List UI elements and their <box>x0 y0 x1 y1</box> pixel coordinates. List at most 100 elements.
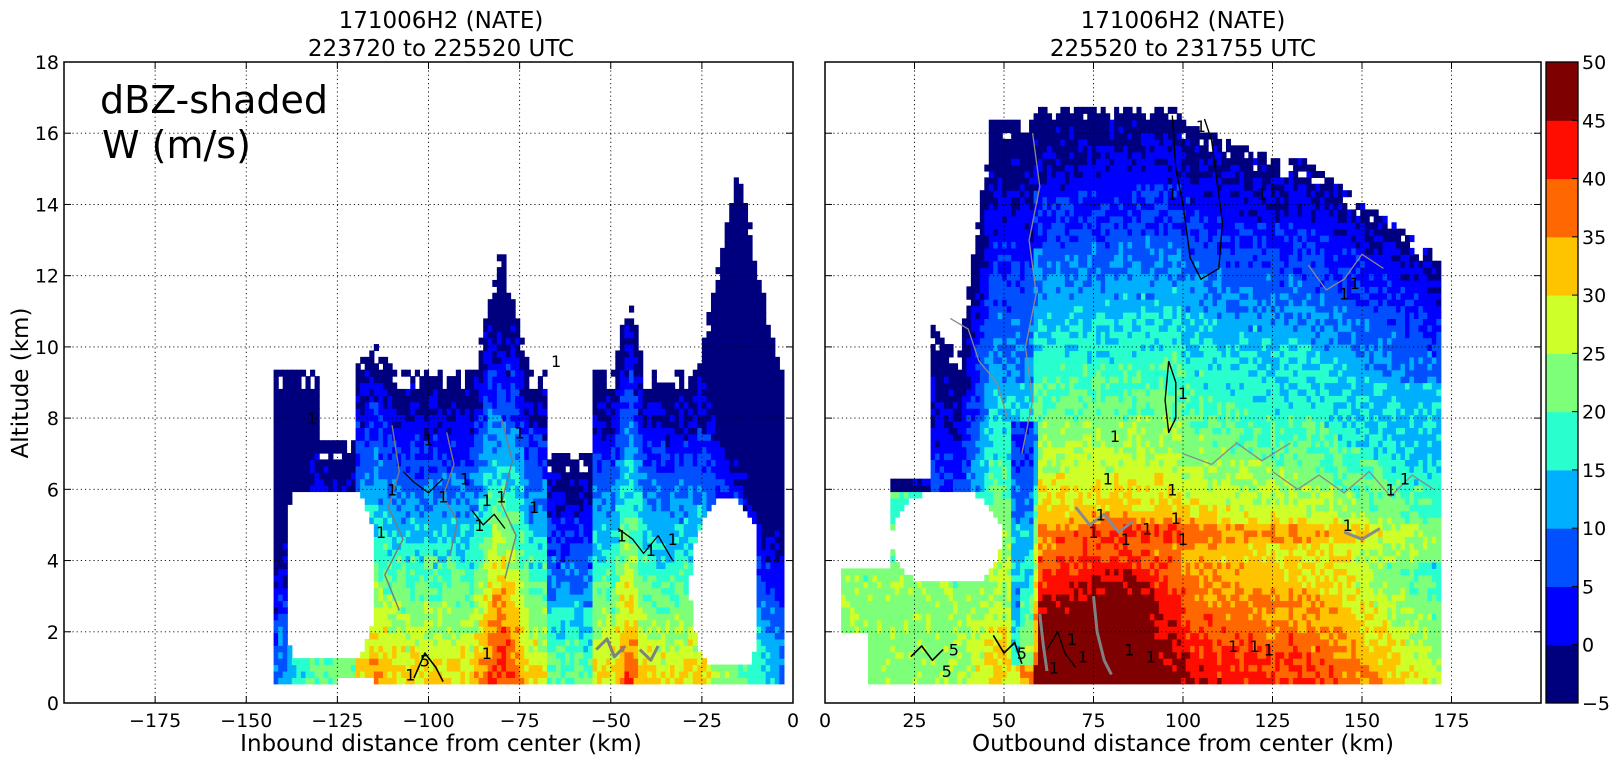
dbz-cell <box>642 459 648 467</box>
dbz-cell <box>770 619 776 627</box>
dbz-cell <box>583 638 589 646</box>
dbz-cell <box>867 638 874 646</box>
dbz-cell <box>669 408 676 416</box>
dbz-cell <box>433 638 439 646</box>
dbz-cell <box>501 670 507 678</box>
dbz-cell <box>587 658 594 666</box>
dbz-cell <box>715 337 721 345</box>
dbz-cell <box>537 478 544 486</box>
dbz-cell <box>437 433 443 441</box>
dbz-cell <box>387 465 393 473</box>
dbz-cell <box>710 344 717 352</box>
dbz-cell <box>683 619 689 627</box>
dbz-cell <box>469 517 475 525</box>
dbz-cell <box>360 453 366 461</box>
dbz-cell <box>651 638 657 646</box>
dbz-cell <box>533 549 539 557</box>
dbz-cell <box>387 369 393 377</box>
dbz-cell <box>774 510 780 518</box>
dbz-cell <box>387 632 393 640</box>
dbz-cell <box>624 536 630 544</box>
dbz-cell <box>624 382 630 390</box>
dbz-cell <box>501 292 507 300</box>
dbz-cell <box>679 427 685 435</box>
dbz-cell <box>405 613 411 621</box>
dbz-cell <box>733 491 739 499</box>
dbz-cell <box>519 517 525 525</box>
dbz-cell <box>747 286 753 294</box>
dbz-cell <box>647 658 653 666</box>
dbz-cell <box>378 401 384 409</box>
dbz-cell <box>765 542 771 550</box>
dbz-cell <box>679 587 685 595</box>
dbz-cell <box>679 504 685 512</box>
dbz-cell <box>651 510 657 518</box>
dbz-cell <box>774 574 780 582</box>
dbz-cell <box>278 401 284 409</box>
dbz-cell <box>501 465 507 473</box>
dbz-cell <box>332 664 338 672</box>
dbz-cell <box>387 587 393 595</box>
dbz-cell <box>638 356 644 364</box>
dbz-cell <box>697 453 703 461</box>
dbz-cell <box>483 594 489 602</box>
dbz-cell <box>642 517 648 525</box>
dbz-cell <box>597 536 603 544</box>
dbz-cell <box>369 465 375 473</box>
dbz-cell <box>442 510 448 518</box>
dbz-cell <box>474 670 480 678</box>
dbz-cell <box>414 453 420 461</box>
dbz-cell <box>683 523 689 531</box>
dbz-cell <box>601 408 607 416</box>
dbz-cell <box>528 626 534 634</box>
dbz-cell <box>382 658 389 666</box>
dbz-cell <box>515 459 521 467</box>
dbz-cell <box>437 491 443 499</box>
dbz-cell <box>478 420 484 428</box>
dbz-cell <box>328 485 334 493</box>
dbz-cell <box>510 613 516 621</box>
dbz-cell <box>638 536 644 544</box>
dbz-cell <box>373 581 379 589</box>
dbz-cell <box>679 510 685 518</box>
dbz-cell <box>451 632 457 640</box>
dbz-cell <box>606 529 612 537</box>
dbz-cell <box>496 420 502 428</box>
dbz-cell <box>483 414 489 422</box>
dbz-cell <box>633 670 639 678</box>
dbz-cell <box>779 408 785 416</box>
dbz-cell <box>542 459 548 467</box>
dbz-cell <box>578 670 585 678</box>
dbz-cell <box>519 485 525 493</box>
dbz-cell <box>492 491 498 499</box>
dbz-cell <box>651 574 657 582</box>
dbz-cell <box>756 677 762 685</box>
dbz-cell <box>546 497 553 505</box>
dbz-cell <box>556 523 562 531</box>
dbz-cell <box>633 491 639 499</box>
dbz-cell <box>756 658 762 666</box>
dbz-cell <box>628 356 635 364</box>
dbz-cell <box>533 472 539 480</box>
dbz-cell <box>364 369 370 377</box>
dbz-cell <box>565 523 571 531</box>
dbz-cell <box>373 587 379 595</box>
dbz-cell <box>779 600 785 608</box>
dbz-cell <box>756 414 762 422</box>
dbz-cell <box>278 581 284 589</box>
dbz-cell <box>487 318 493 326</box>
dbz-cell <box>515 497 521 505</box>
dbz-cell <box>382 638 389 646</box>
dbz-cell <box>751 497 758 505</box>
dbz-cell <box>373 594 379 602</box>
dbz-cell <box>647 408 653 416</box>
dbz-cell <box>597 542 603 550</box>
dbz-cell <box>765 472 771 480</box>
dbz-cell <box>669 440 676 448</box>
dbz-cell <box>446 606 452 614</box>
dbz-cell <box>487 472 493 480</box>
y-tick-label: 10 <box>35 337 59 359</box>
dbz-cell <box>606 632 612 640</box>
dbz-cell <box>683 613 689 621</box>
